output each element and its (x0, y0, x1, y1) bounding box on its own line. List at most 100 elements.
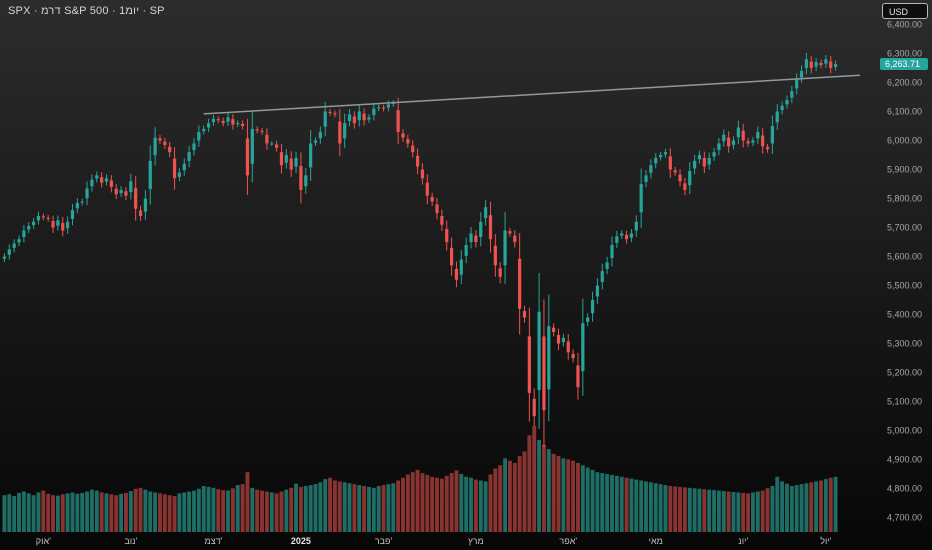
candle-body (401, 133, 405, 138)
volume-bar (819, 480, 823, 532)
volume-bar (687, 487, 692, 532)
volume-bar (512, 463, 517, 532)
candle-body (338, 121, 342, 144)
chart-title: SPX · דרמ S&P 500 · 1יומ · SP (8, 5, 165, 17)
volume-bar (478, 480, 483, 532)
volume-bar (590, 469, 595, 532)
candle-body (668, 156, 672, 170)
candle-body (571, 353, 575, 359)
candle-body (119, 189, 123, 194)
candle-body (547, 326, 551, 390)
volume-bar (376, 486, 381, 532)
volume-bar (55, 495, 60, 532)
candle-body (445, 229, 449, 243)
candle-body (211, 118, 216, 123)
volume-bar (89, 489, 94, 532)
candle-body (255, 129, 259, 131)
candle-body (430, 197, 434, 202)
volume-bar (444, 475, 449, 532)
candle-body (226, 117, 230, 122)
volume-bar (580, 465, 585, 532)
volume-bar (765, 488, 770, 532)
candle-body (702, 157, 706, 167)
candle-body (309, 143, 313, 168)
candle-body (27, 226, 31, 230)
price-axis[interactable]: 6,400.00 6,300.00 6,200.00 6,100.00 6,000.00… (887, 20, 922, 523)
trendline[interactable] (203, 74, 860, 115)
volume-bar (741, 492, 746, 532)
candle-body (522, 310, 527, 318)
candle-body (513, 235, 517, 243)
candle-body (790, 91, 794, 98)
volume-bar (459, 474, 464, 532)
volume-bar (430, 476, 435, 532)
volume-bar (682, 487, 687, 532)
volume-bar (435, 477, 439, 532)
candle-body (313, 140, 318, 143)
candle-body (381, 107, 386, 109)
candle-body (362, 113, 366, 121)
candle-body (420, 169, 425, 179)
volume-bar (85, 491, 90, 532)
volume-bar (420, 473, 425, 532)
volume-bar (371, 487, 376, 532)
price-tick-label: 5,100.00 (887, 397, 922, 407)
volume-bar (318, 482, 323, 532)
candle-body (275, 144, 279, 148)
candle-body (683, 183, 687, 190)
volume-bar (2, 495, 7, 532)
volume-bar (294, 483, 299, 532)
volume-bar (755, 491, 760, 532)
volume-bar (658, 484, 663, 532)
volume-bar (804, 483, 809, 532)
candle-body (678, 174, 682, 182)
volume-bar (454, 470, 459, 532)
currency-selector[interactable]: USD (882, 3, 928, 19)
candle-body (556, 334, 561, 344)
candle-body (260, 130, 264, 132)
volume-bar (794, 485, 799, 532)
candle-body (51, 221, 55, 228)
volume-bar (493, 468, 498, 532)
volume-bar (556, 456, 561, 532)
candle-body (542, 336, 546, 411)
price-tick-label: 6,300.00 (887, 49, 922, 59)
candle-body (799, 70, 804, 78)
volume-bar (46, 493, 51, 532)
candle-body (36, 215, 41, 221)
candle-body (22, 230, 26, 238)
volume-bar (357, 485, 362, 532)
volume-bar (410, 472, 415, 532)
candle-body (192, 143, 196, 150)
volume-bar (298, 486, 303, 532)
candle-body (576, 365, 580, 388)
volume-bar (206, 486, 211, 532)
candle-body (323, 111, 327, 127)
candle-body (833, 64, 838, 68)
volume-bar (760, 490, 765, 532)
volume-bar (425, 474, 430, 532)
time-tick-label: נוב' (124, 536, 137, 546)
volume-bar (673, 486, 678, 532)
candle-body (663, 152, 668, 155)
volume-bar (823, 479, 828, 532)
time-tick-label: מאי (649, 536, 663, 546)
candle-body (289, 158, 293, 170)
price-tick-label: 4,800.00 (887, 484, 922, 494)
volume-bar (405, 474, 410, 532)
candle-body (498, 268, 502, 277)
candle-body (586, 317, 590, 322)
candle-body (707, 157, 711, 165)
volume-bar (70, 492, 75, 532)
volume-bar (162, 494, 167, 532)
candle-body (658, 155, 663, 158)
volume-bar (624, 477, 629, 532)
time-axis[interactable]: אוק' נוב' דצמ' 2025 פבר' מרץ אפר' מאי יונ' יול' (36, 536, 832, 546)
volume-bars (2, 426, 838, 532)
volume-bar (187, 491, 192, 532)
candle-body (809, 61, 813, 69)
candle-body (377, 107, 381, 109)
candle-body (294, 157, 298, 167)
candle-body (673, 170, 677, 173)
